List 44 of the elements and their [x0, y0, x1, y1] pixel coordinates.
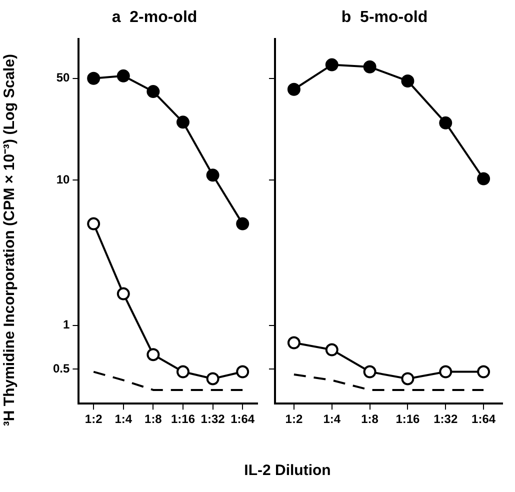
point: [363, 365, 376, 378]
y-tick-label: 50: [56, 70, 70, 85]
point: [477, 365, 490, 378]
point: [87, 217, 100, 230]
x-axis-title: IL-2 Dilution: [243, 462, 332, 479]
point: [439, 116, 452, 130]
chart-title: a 2-mo-old: [112, 9, 198, 26]
point: [206, 168, 220, 182]
point: [325, 343, 338, 356]
point: [206, 372, 220, 386]
point: [146, 348, 160, 362]
point: [363, 60, 376, 74]
point: [176, 365, 190, 378]
x-tick-label: 1:64: [230, 412, 255, 426]
x-tick-label: 1:4: [323, 412, 341, 426]
x-tick-label: 1:16: [170, 412, 196, 426]
y-tick-label: 1: [62, 318, 70, 332]
point: [146, 85, 160, 98]
point: [401, 74, 414, 88]
x-tick-label: 1:8: [144, 412, 162, 426]
point: [325, 58, 338, 72]
point: [236, 365, 250, 378]
x-tick-label: 1:32: [200, 412, 226, 426]
x-tick-label: 1:32: [434, 412, 458, 426]
x-tick-label: 1:64: [472, 412, 496, 426]
x-tick-label: 1:2: [84, 412, 103, 426]
x-tick-label: 1:2: [285, 412, 303, 426]
y-axis-title: ³H Thymidine Incorporation (CPM × 10⁻³) (Log Scale): [0, 52, 19, 428]
y-tick-label: 10: [56, 172, 70, 186]
point: [116, 69, 130, 82]
point: [287, 82, 300, 96]
point: [87, 72, 100, 85]
point: [439, 365, 452, 378]
point: [477, 172, 490, 186]
point: [287, 336, 300, 350]
point: [401, 372, 414, 386]
x-tick-label: 1:4: [114, 412, 132, 426]
point: [236, 217, 250, 230]
point: [176, 116, 190, 129]
point: [116, 287, 130, 300]
x-tick-label: 1:16: [396, 412, 420, 426]
x-tick-label: 1:8: [361, 412, 379, 426]
y-tick-label: 0.5: [52, 362, 70, 376]
chart-title: b 5-mo-old: [341, 9, 428, 26]
